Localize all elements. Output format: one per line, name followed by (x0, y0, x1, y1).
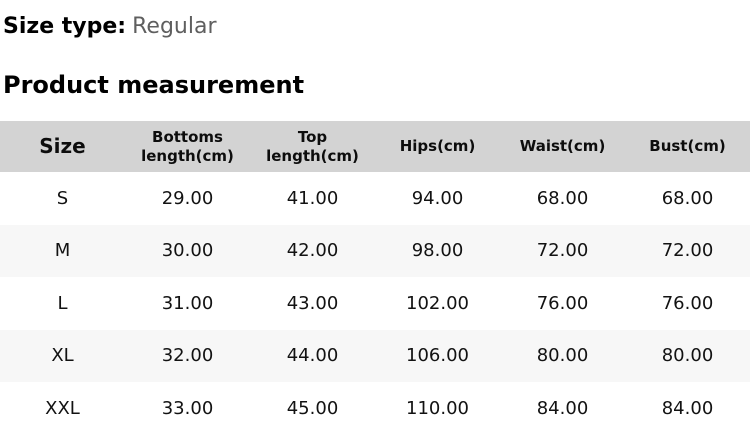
measurement-cell: 80.00 (536, 345, 589, 367)
measurement-cell: 45.00 (286, 397, 339, 419)
measurement-cell: 44.00 (286, 345, 339, 367)
measurement-cell: 84.00 (661, 397, 714, 419)
size-cell: M (54, 240, 71, 262)
measurement-cell: 76.00 (661, 292, 714, 314)
size-cell: S (56, 187, 69, 209)
measurement-cell: 29.00 (161, 187, 214, 209)
table-row: M 30.00 42.00 98.00 72.00 72.00 (0, 224, 750, 277)
size-cell: XL (51, 345, 74, 367)
table-row: XXL 33.00 45.00 110.00 84.00 84.00 (0, 382, 750, 434)
measurement-cell: 84.00 (536, 397, 589, 419)
measurement-cell: 30.00 (161, 240, 214, 262)
measurement-cell: 94.00 (411, 187, 464, 209)
size-type-label: Size type: (3, 14, 127, 39)
size-type-line: Size type: Regular (3, 12, 750, 42)
measurement-cell: 68.00 (661, 187, 714, 209)
measurement-cell: 42.00 (286, 240, 339, 262)
measurement-cell: 41.00 (286, 187, 339, 209)
measurement-table-header: Size Bottoms length(cm) Top length(cm) Hips… (0, 121, 750, 172)
measurement-cell: 31.00 (161, 292, 214, 314)
size-cell: XXL (45, 397, 80, 419)
measurement-cell: 72.00 (536, 240, 589, 262)
column-header: Bottoms length(cm) (141, 127, 234, 165)
product-measurement-heading: Product measurement (3, 71, 305, 99)
column-header: Size (39, 134, 86, 158)
size-cell: L (57, 292, 68, 314)
measurement-cell: 72.00 (661, 240, 714, 262)
column-header: Waist(cm) (519, 137, 606, 155)
measurement-cell: 32.00 (161, 345, 214, 367)
measurement-cell: 76.00 (536, 292, 589, 314)
measurement-cell: 110.00 (406, 397, 469, 419)
measurement-cell: 102.00 (406, 292, 469, 314)
table-row: L 31.00 43.00 102.00 76.00 76.00 (0, 277, 750, 330)
product-measurement-table: Size Bottoms length(cm) Top length(cm) Hips… (0, 121, 750, 434)
table-row: S 29.00 41.00 94.00 68.00 68.00 (0, 172, 750, 225)
measurement-cell: 33.00 (161, 397, 214, 419)
measurement-cell: 106.00 (406, 345, 469, 367)
measurement-cell: 98.00 (411, 240, 464, 262)
column-header: Hips(cm) (399, 137, 476, 155)
column-header: Bust(cm) (649, 137, 726, 155)
table-row: XL 32.00 44.00 106.00 80.00 80.00 (0, 329, 750, 382)
measurement-cell: 68.00 (536, 187, 589, 209)
header-row: Size Bottoms length(cm) Top length(cm) Hips… (0, 121, 750, 172)
column-header: Top length(cm) (266, 127, 359, 165)
size-type-value: Regular (132, 14, 217, 39)
measurement-cell: 43.00 (286, 292, 339, 314)
measurement-table-body: S 29.00 41.00 94.00 68.00 68.00 M 30.00 42.00 98.… (0, 172, 750, 434)
measurement-cell: 80.00 (661, 345, 714, 367)
